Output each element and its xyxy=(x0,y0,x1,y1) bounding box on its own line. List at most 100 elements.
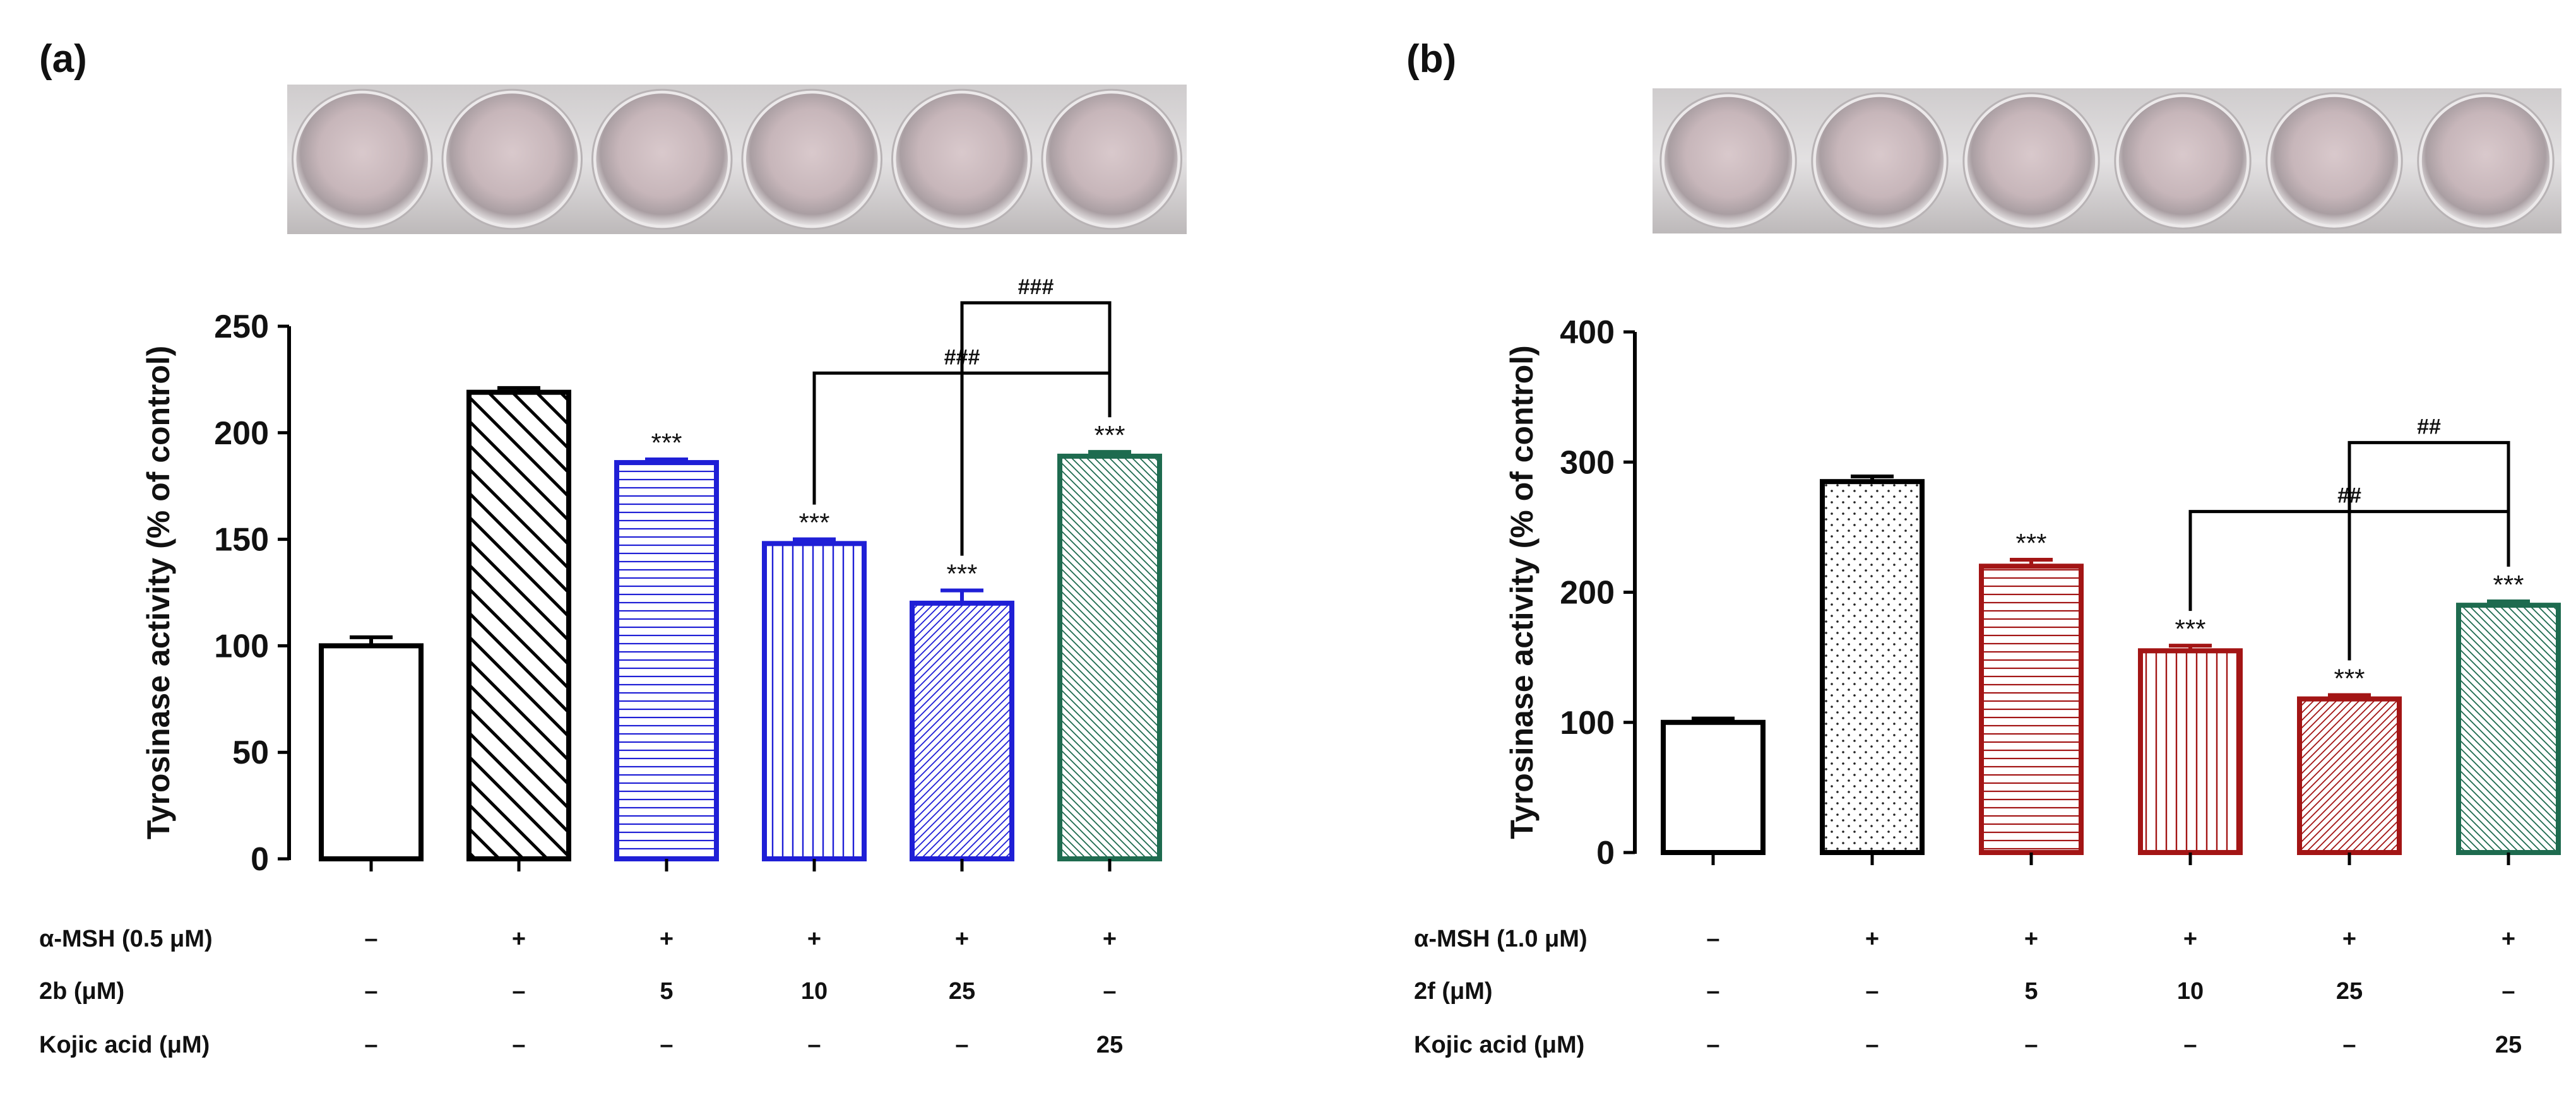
well xyxy=(2270,97,2399,225)
y-tick-label: 100 xyxy=(214,628,269,664)
bar xyxy=(1820,479,1925,855)
bar xyxy=(466,389,571,861)
condition-cell: – xyxy=(512,1032,525,1058)
bar xyxy=(762,541,867,861)
y-tick-label: 300 xyxy=(1560,444,1615,481)
comparison-bracket xyxy=(2347,440,2510,661)
bar xyxy=(1057,453,1162,861)
condition-cell: + xyxy=(807,926,821,952)
condition-cell: – xyxy=(512,978,525,1005)
well xyxy=(1967,97,2096,225)
condition-cell: – xyxy=(2502,978,2515,1005)
condition-cell: – xyxy=(807,1032,821,1058)
condition-cell: – xyxy=(2024,1032,2038,1058)
y-tick-label: 400 xyxy=(1560,314,1615,351)
condition-row-label: α-MSH (1.0 μM) xyxy=(1414,926,1588,952)
condition-cell: – xyxy=(364,978,377,1005)
condition-cell: + xyxy=(512,926,526,952)
well xyxy=(596,93,728,225)
bar xyxy=(2138,648,2243,855)
condition-cell: – xyxy=(1706,926,1719,952)
chart-panel-b: 0 100 200 300 400 Tyrosinase activity (% of c… xyxy=(1414,88,2561,1058)
significance-label: *** xyxy=(946,559,977,589)
condition-row-label: Kojic acid (μM) xyxy=(39,1032,210,1058)
comparison-label: ### xyxy=(1018,275,1054,299)
y-tick-label: 0 xyxy=(251,841,269,878)
plate-strip xyxy=(1653,88,2561,233)
condition-cell: 25 xyxy=(2336,978,2363,1005)
condition-cell: – xyxy=(955,1032,968,1058)
well xyxy=(1045,93,1178,225)
condition-cell: – xyxy=(1103,978,1116,1005)
condition-cell: – xyxy=(1865,1032,1879,1058)
condition-cell: + xyxy=(2024,926,2038,952)
well-plate-photo-b xyxy=(1653,88,2561,233)
condition-cell: 25 xyxy=(949,978,975,1005)
y-tick-label: 100 xyxy=(1560,705,1615,741)
condition-cell: – xyxy=(660,1032,673,1058)
condition-cell: 10 xyxy=(801,978,828,1005)
condition-cell: + xyxy=(2342,926,2356,952)
significance-label: *** xyxy=(798,508,829,538)
condition-cell: – xyxy=(1706,978,1719,1005)
y-tick-label: 200 xyxy=(1560,575,1615,611)
condition-cell: + xyxy=(955,926,969,952)
condition-cell: + xyxy=(2502,926,2515,952)
significance-label: *** xyxy=(2015,528,2046,558)
condition-cell: 25 xyxy=(2495,1032,2522,1058)
condition-row-label: 2f (μM) xyxy=(1414,978,1493,1005)
condition-cell: 5 xyxy=(2024,978,2038,1005)
bar xyxy=(614,460,719,861)
well xyxy=(446,93,578,225)
well xyxy=(2118,97,2247,225)
chart-panel-a: 0 50 100 150 200 250 Tyrosinase activity (% of… xyxy=(39,85,1187,1058)
condition-cell: – xyxy=(364,1032,377,1058)
significance-label: *** xyxy=(2334,663,2365,693)
panel-label-b: (b) xyxy=(1406,37,1457,81)
condition-row-label: α-MSH (0.5 μM) xyxy=(39,926,213,952)
condition-cell: + xyxy=(1865,926,1879,952)
significance-label: *** xyxy=(651,428,682,458)
well xyxy=(1664,97,1793,225)
condition-row-label: Kojic acid (μM) xyxy=(1414,1032,1584,1058)
y-axis-label: Tyrosinase activity (% of control) xyxy=(1504,345,1540,839)
bar xyxy=(1661,719,1766,855)
y-tick-label: 150 xyxy=(214,522,269,558)
condition-cell: – xyxy=(1706,1032,1719,1058)
significance-label: *** xyxy=(2175,614,2205,644)
condition-cell: 5 xyxy=(660,978,673,1005)
well xyxy=(296,93,429,225)
condition-cell: 10 xyxy=(2177,978,2204,1005)
condition-cell: – xyxy=(364,926,377,952)
plate-strip xyxy=(287,85,1187,234)
comparison-bracket xyxy=(960,301,1112,556)
well-plate-photo-a xyxy=(287,85,1187,234)
condition-cell: – xyxy=(2183,1032,2197,1058)
y-tick-label: 0 xyxy=(1596,835,1615,871)
well xyxy=(896,93,1028,225)
condition-row-label: 2b (μM) xyxy=(39,978,124,1005)
well xyxy=(2421,97,2550,225)
condition-cell: + xyxy=(660,926,674,952)
condition-cell: – xyxy=(1865,978,1879,1005)
bar xyxy=(2297,696,2402,855)
condition-cell: + xyxy=(2183,926,2197,952)
bar xyxy=(1979,564,2084,855)
bar xyxy=(319,643,424,862)
y-tick-label: 50 xyxy=(232,735,269,771)
y-tick-label: 200 xyxy=(214,415,269,452)
y-tick-label: 250 xyxy=(214,309,269,345)
significance-label: *** xyxy=(1094,420,1125,450)
condition-cell: 25 xyxy=(1096,1032,1123,1058)
significance-label: *** xyxy=(2493,570,2524,599)
bar xyxy=(2456,603,2561,855)
y-axis-label: Tyrosinase activity (% of control) xyxy=(141,346,176,840)
well xyxy=(1815,97,1944,225)
condition-cell: – xyxy=(2342,1032,2356,1058)
panel-label-a: (a) xyxy=(39,37,87,81)
bar xyxy=(910,600,1014,861)
well xyxy=(745,93,878,225)
comparison-label: ## xyxy=(2417,415,2441,439)
condition-cell: + xyxy=(1103,926,1117,952)
